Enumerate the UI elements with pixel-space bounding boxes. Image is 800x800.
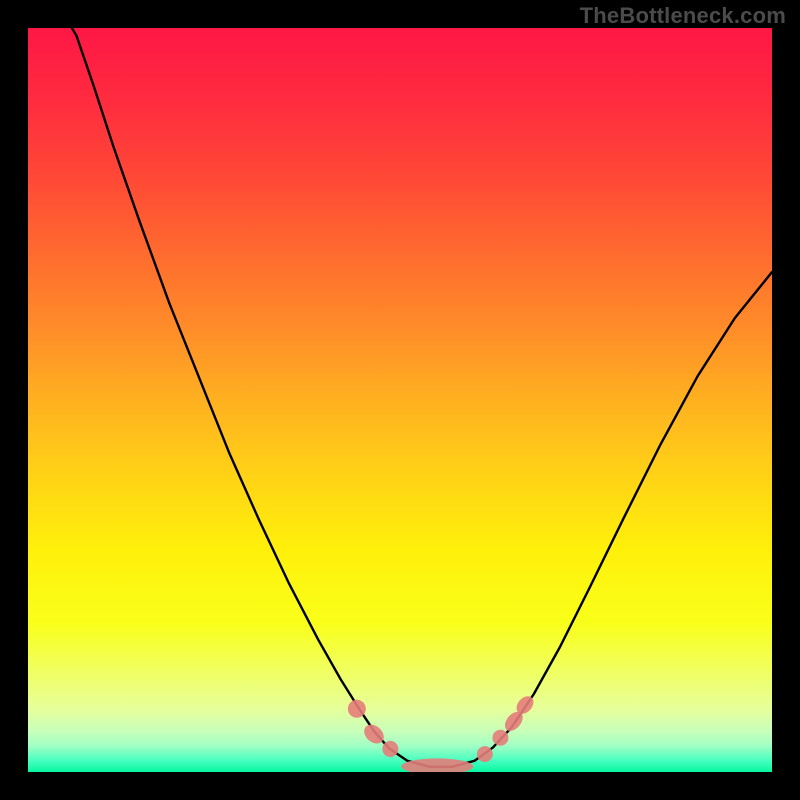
marker-0 — [348, 700, 366, 718]
marker-2 — [382, 741, 398, 757]
marker-5 — [492, 730, 508, 746]
plot-area — [28, 28, 772, 772]
gradient-bg — [28, 28, 772, 772]
marker-4 — [477, 746, 493, 762]
chart-svg — [28, 28, 772, 772]
watermark-text: TheBottleneck.com — [580, 3, 786, 29]
chart-root: TheBottleneck.com — [0, 0, 800, 800]
